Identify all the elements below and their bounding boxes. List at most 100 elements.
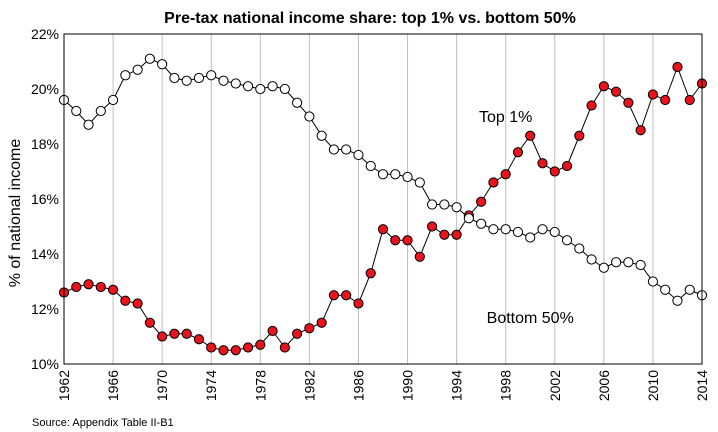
data-point-0 [561, 160, 573, 172]
data-point-1 [488, 224, 499, 235]
data-point-0 [488, 177, 499, 188]
data-point-1 [647, 276, 659, 287]
data-point-1 [561, 235, 573, 246]
x-tick-label: 1986 [350, 370, 366, 401]
data-point-0 [304, 323, 315, 334]
data-point-0 [193, 334, 205, 345]
data-point-0 [390, 235, 401, 246]
data-point-0 [242, 342, 254, 353]
data-point-1 [206, 70, 217, 81]
series-lines [63, 58, 703, 351]
data-point-0 [365, 268, 376, 279]
y-tick-label: 22% [31, 26, 59, 42]
data-point-0 [500, 169, 511, 180]
data-point-0 [635, 125, 646, 136]
y-tick-label: 20% [31, 81, 59, 97]
data-point-1 [426, 199, 438, 210]
data-point-0 [647, 89, 659, 100]
annotations: Top 1% Bottom 50% [479, 109, 574, 327]
data-point-1 [525, 232, 536, 243]
data-point-0 [377, 224, 389, 235]
data-point-1 [439, 199, 450, 210]
x-tick-label: 2002 [547, 370, 563, 401]
data-point-1 [107, 94, 119, 106]
data-point-1 [537, 224, 548, 235]
data-point-0 [611, 86, 622, 97]
data-point-0 [525, 130, 536, 141]
data-point-0 [83, 279, 94, 290]
y-tick-label: 18% [31, 136, 59, 152]
data-point-0 [157, 331, 168, 342]
x-tick-label: 1966 [105, 370, 121, 401]
data-point-1 [267, 81, 278, 92]
data-point-0 [107, 284, 119, 295]
data-point-0 [181, 328, 192, 339]
data-point-0 [414, 251, 425, 262]
data-point-1 [623, 257, 634, 268]
data-point-1 [463, 213, 474, 224]
data-point-1 [341, 144, 352, 155]
data-point-1 [549, 226, 560, 238]
x-tick-label: 2014 [694, 370, 710, 401]
data-point-1 [377, 169, 389, 180]
y-axis-label: % of national income [7, 139, 24, 288]
data-point-0 [328, 290, 340, 301]
x-tick-label: 1970 [154, 370, 170, 401]
data-point-1 [635, 259, 646, 271]
data-point-0 [341, 290, 352, 301]
data-point-0 [316, 317, 327, 328]
data-point-1 [390, 169, 401, 180]
annotation-label: Top 1% [479, 109, 532, 126]
y-tick-label: 16% [31, 191, 59, 207]
data-points [58, 53, 708, 356]
y-tick-labels: 10% 12% 14% 16% 18% 20% 22% [31, 26, 59, 372]
data-point-1 [304, 111, 315, 122]
data-point-1 [574, 243, 585, 254]
plot-frame [63, 33, 703, 365]
data-point-0 [549, 166, 560, 177]
data-point-0 [169, 328, 180, 339]
data-point-0 [230, 345, 241, 356]
data-point-1 [414, 177, 425, 188]
data-point-1 [500, 224, 511, 235]
data-point-0 [426, 221, 438, 232]
data-point-1 [95, 105, 106, 117]
data-point-1 [279, 83, 290, 95]
data-point-1 [157, 59, 168, 70]
data-point-1 [672, 295, 683, 306]
data-point-0 [672, 61, 683, 73]
data-point-0 [660, 94, 671, 106]
x-tick-label: 1978 [252, 370, 268, 401]
data-point-0 [279, 342, 290, 353]
data-point-1 [353, 149, 364, 161]
data-point-0 [574, 130, 585, 141]
data-point-0 [586, 100, 597, 111]
x-tick-label: 2010 [645, 370, 661, 401]
data-point-1 [476, 218, 487, 229]
x-tick-label: 1962 [56, 370, 72, 401]
data-point-1 [451, 202, 462, 213]
data-point-1 [242, 81, 254, 92]
data-point-0 [120, 295, 131, 306]
x-tick-label: 2006 [596, 370, 612, 401]
data-point-0 [684, 94, 695, 106]
data-point-1 [684, 284, 695, 295]
x-tick-labels: 1962 1966 1970 1974 1978 1982 1986 1990 1994 1998… [56, 370, 710, 401]
data-point-1 [512, 226, 524, 238]
data-point-1 [328, 144, 340, 155]
data-point-0 [206, 342, 217, 353]
data-point-1 [218, 75, 229, 86]
data-point-0 [353, 298, 364, 309]
data-point-1 [255, 83, 266, 95]
data-point-0 [71, 281, 82, 293]
data-point-0 [402, 235, 413, 246]
data-point-0 [95, 281, 106, 293]
data-point-1 [71, 105, 82, 117]
data-point-0 [267, 325, 278, 337]
data-point-0 [512, 147, 524, 158]
data-point-1 [169, 72, 180, 84]
x-tick-label: 1982 [301, 370, 317, 401]
y-tick-label: 12% [31, 301, 59, 317]
source-note: Source: Appendix Table II-B1 [32, 417, 174, 429]
